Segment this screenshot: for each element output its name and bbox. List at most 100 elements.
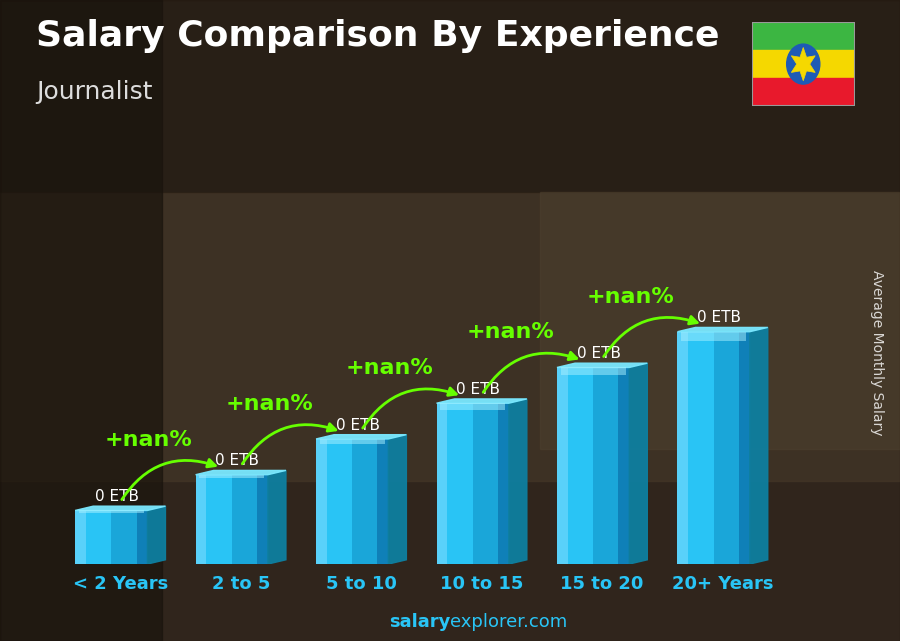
Bar <box>135 510 137 564</box>
Bar <box>361 439 363 564</box>
Bar <box>363 439 365 564</box>
Bar <box>624 367 625 564</box>
Bar <box>228 475 230 564</box>
Bar <box>230 475 231 564</box>
Bar <box>88 510 90 564</box>
Bar <box>482 403 483 564</box>
Bar <box>357 439 359 564</box>
Bar <box>101 510 103 564</box>
Bar <box>206 475 208 564</box>
Bar <box>681 332 683 564</box>
Bar <box>597 367 598 564</box>
Bar <box>458 403 460 564</box>
Bar <box>732 332 733 564</box>
Text: 0 ETB: 0 ETB <box>456 382 500 397</box>
Bar <box>350 439 352 564</box>
Bar <box>261 475 263 564</box>
Bar <box>737 332 739 564</box>
Bar <box>117 510 119 564</box>
Text: Salary Comparison By Experience: Salary Comparison By Experience <box>36 19 719 53</box>
Polygon shape <box>316 435 407 439</box>
Bar <box>241 475 243 564</box>
Bar <box>327 439 328 564</box>
Bar <box>201 475 203 564</box>
Bar <box>122 510 124 564</box>
Bar <box>579 367 580 564</box>
Bar <box>231 475 233 564</box>
Bar <box>703 332 705 564</box>
Polygon shape <box>148 506 166 564</box>
Bar <box>588 367 590 564</box>
Bar <box>464 403 465 564</box>
Bar <box>76 510 78 564</box>
Bar <box>263 475 265 564</box>
Bar <box>566 367 568 564</box>
Bar <box>252 475 254 564</box>
Text: +nan%: +nan% <box>346 358 434 378</box>
Bar <box>75 510 76 564</box>
Bar <box>375 439 377 564</box>
Bar <box>374 439 375 564</box>
Bar <box>320 439 321 564</box>
Bar <box>247 475 248 564</box>
Bar <box>142 510 144 564</box>
Bar <box>752 50 855 78</box>
Bar <box>137 510 139 564</box>
Bar <box>706 332 708 564</box>
Bar <box>339 439 341 564</box>
Bar <box>681 332 746 341</box>
Bar <box>90 510 92 564</box>
Bar <box>471 403 473 564</box>
Text: +nan%: +nan% <box>587 287 675 306</box>
Bar <box>582 367 584 564</box>
Bar <box>593 367 595 564</box>
Bar <box>195 475 197 564</box>
Bar <box>570 367 572 564</box>
Bar <box>330 439 332 564</box>
Bar <box>197 475 199 564</box>
Bar <box>444 403 446 564</box>
Bar <box>121 510 122 564</box>
Bar <box>723 332 724 564</box>
Bar <box>0 0 162 641</box>
Bar <box>359 439 361 564</box>
Bar <box>472 403 474 564</box>
Bar <box>139 510 140 564</box>
Bar <box>112 510 113 564</box>
Bar <box>719 332 721 564</box>
Bar <box>368 439 370 564</box>
Bar <box>712 332 714 564</box>
Bar <box>381 439 382 564</box>
Bar <box>215 475 217 564</box>
Polygon shape <box>750 328 768 564</box>
Bar <box>561 367 626 376</box>
Bar <box>586 367 588 564</box>
Bar <box>708 332 710 564</box>
Bar <box>478 403 480 564</box>
Bar <box>726 332 728 564</box>
Text: explorer.com: explorer.com <box>450 613 567 631</box>
Bar <box>451 403 453 564</box>
Bar <box>257 475 259 564</box>
Bar <box>85 510 86 564</box>
Bar <box>611 367 613 564</box>
Bar <box>204 475 206 564</box>
Bar <box>498 403 500 564</box>
Bar <box>699 332 701 564</box>
Bar <box>626 367 627 564</box>
Bar <box>483 403 485 564</box>
Bar <box>568 367 570 564</box>
Polygon shape <box>791 47 815 81</box>
Bar <box>728 332 730 564</box>
Bar <box>742 332 744 564</box>
Bar <box>238 475 241 564</box>
Text: 0 ETB: 0 ETB <box>94 489 139 504</box>
Bar <box>0 192 900 481</box>
Bar <box>616 367 618 564</box>
Bar <box>119 510 121 564</box>
Bar <box>752 78 855 106</box>
Bar <box>680 332 681 564</box>
Bar <box>748 332 750 564</box>
Bar <box>688 332 690 564</box>
Bar <box>343 439 345 564</box>
